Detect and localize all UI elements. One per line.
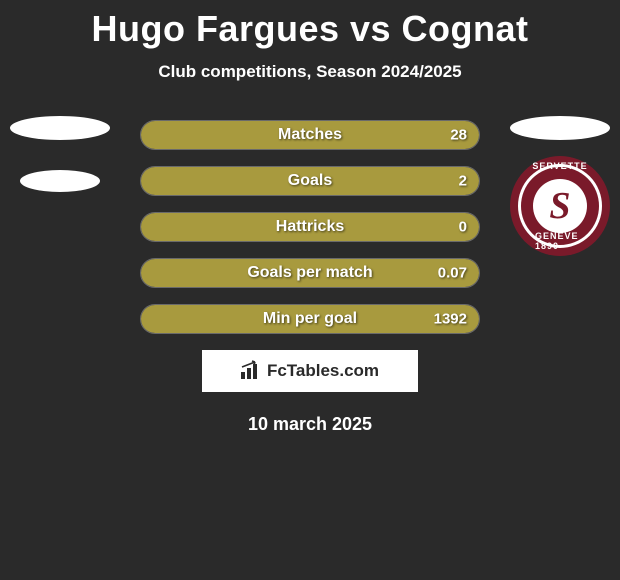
stat-bars-container: Matches 28 Goals 2 Hattricks 0 Goals per…	[140, 120, 480, 334]
fctables-logo-icon	[241, 363, 261, 379]
stats-area: SERVETTE GENEVE 1890 S Matches 28 Goals …	[0, 120, 620, 435]
stat-label: Hattricks	[276, 218, 344, 236]
stat-label: Min per goal	[263, 310, 357, 328]
stat-value-right: 1392	[434, 311, 467, 328]
servette-fc-badge: SERVETTE GENEVE 1890 S	[510, 156, 610, 256]
stat-value-right: 0.07	[438, 265, 467, 282]
stat-value-right: 0	[459, 219, 467, 236]
stat-row-hattricks: Hattricks 0	[140, 212, 480, 242]
fctables-attribution[interactable]: FcTables.com	[202, 350, 418, 392]
stat-row-goals-per-match: Goals per match 0.07	[140, 258, 480, 288]
team-badge-placeholder	[510, 116, 610, 140]
stat-row-goals: Goals 2	[140, 166, 480, 196]
stat-label: Goals	[288, 172, 332, 190]
generation-date: 10 march 2025	[0, 414, 620, 435]
right-badges-column: SERVETTE GENEVE 1890 S	[510, 116, 610, 256]
comparison-subtitle: Club competitions, Season 2024/2025	[0, 62, 620, 82]
stat-value-right: 28	[450, 127, 467, 144]
badge-letter: S	[549, 184, 570, 228]
stat-row-min-per-goal: Min per goal 1392	[140, 304, 480, 334]
stat-row-matches: Matches 28	[140, 120, 480, 150]
team-badge-placeholder	[10, 116, 110, 140]
stat-label: Goals per match	[247, 264, 372, 282]
stat-value-right: 2	[459, 173, 467, 190]
team-badge-placeholder	[20, 170, 100, 192]
stat-label: Matches	[278, 126, 342, 144]
left-badges-column	[10, 116, 110, 222]
comparison-title: Hugo Fargues vs Cognat	[0, 0, 620, 50]
fctables-text: FcTables.com	[267, 361, 379, 381]
